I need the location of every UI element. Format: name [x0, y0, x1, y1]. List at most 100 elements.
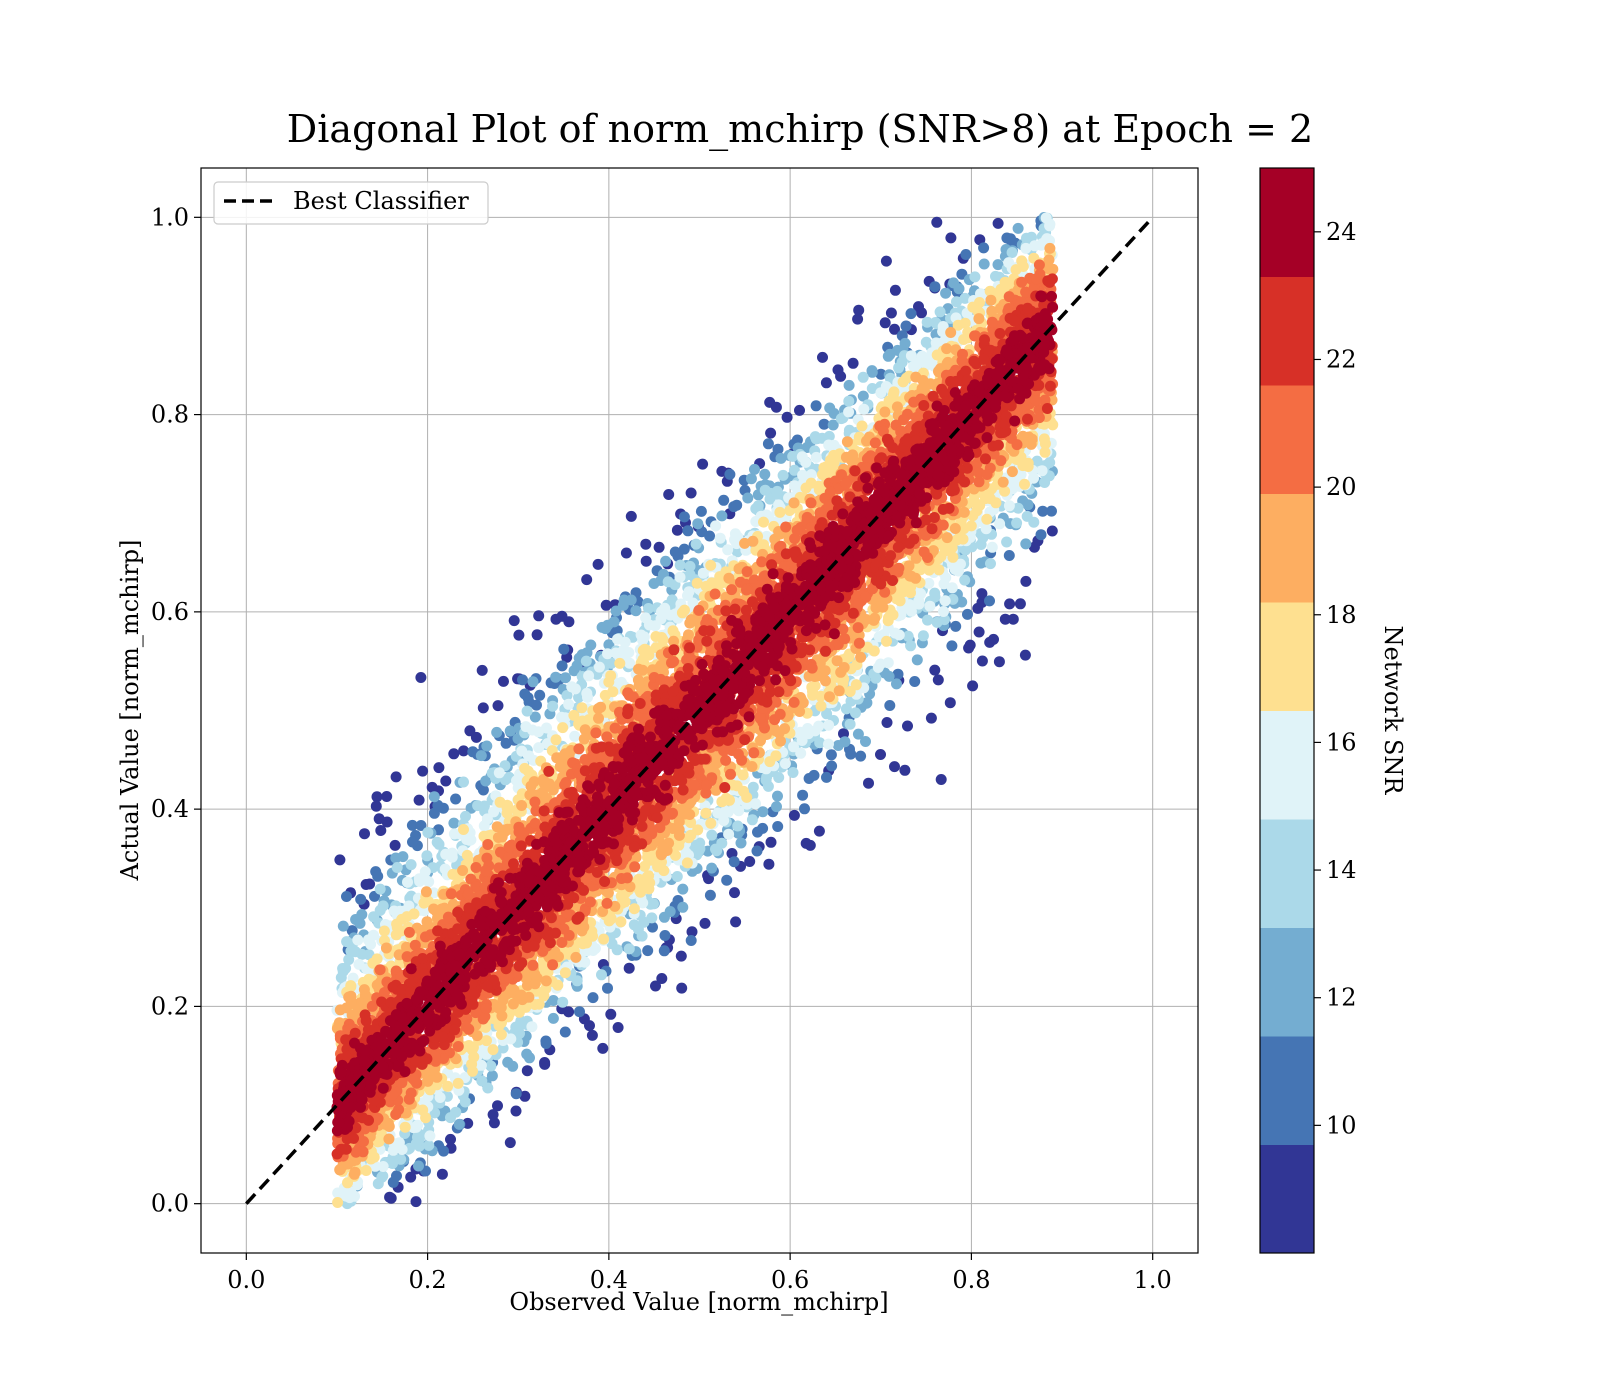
- scatter-point: [648, 578, 660, 589]
- scatter-point: [687, 597, 699, 609]
- scatter-point: [516, 745, 528, 757]
- scatter-point: [747, 781, 759, 793]
- scatter-point: [450, 1106, 462, 1118]
- scatter-point: [959, 574, 971, 586]
- scatter-point: [481, 740, 493, 752]
- scatter-point: [774, 506, 786, 518]
- scatter-point: [882, 657, 894, 669]
- scatter-point: [852, 728, 864, 740]
- scatter-point: [557, 722, 569, 734]
- scatter-point: [820, 675, 831, 687]
- scatter-point: [452, 1041, 464, 1052]
- scatter-point: [863, 777, 874, 789]
- scatter-point: [602, 648, 613, 660]
- scatter-point: [584, 896, 596, 908]
- scatter-point: [866, 383, 878, 394]
- scatter-point: [596, 969, 607, 981]
- scatter-point: [718, 494, 730, 506]
- scatter-point: [531, 629, 543, 641]
- scatter-point: [676, 982, 688, 994]
- scatter-point: [959, 317, 971, 329]
- scatter-point: [949, 564, 961, 575]
- scatter-point: [678, 543, 690, 555]
- scatter-point: [747, 535, 759, 547]
- scatter-point: [521, 1065, 533, 1077]
- scatter-point: [637, 897, 649, 909]
- scatter-point: [773, 772, 785, 783]
- scatter-point: [390, 771, 402, 783]
- scatter-point: [905, 350, 917, 362]
- scatter-point: [889, 284, 901, 296]
- scatter-point: [686, 926, 698, 938]
- scatter-point: [603, 639, 615, 651]
- scatter-point: [869, 437, 881, 449]
- scatter-point: [994, 518, 1006, 530]
- scatter-point: [840, 652, 852, 664]
- scatter-point: [417, 765, 429, 777]
- scatter-point: [1044, 220, 1056, 232]
- scatter-point: [726, 584, 738, 596]
- scatter-point: [825, 749, 837, 761]
- scatter-point: [1022, 457, 1034, 469]
- scatter-point: [390, 852, 402, 864]
- scatter-point: [378, 925, 390, 937]
- scatter-point: [343, 954, 355, 966]
- scatter-point: [601, 897, 613, 909]
- scatter-point: [494, 796, 506, 808]
- scatter-point: [916, 307, 927, 319]
- scatter-point: [556, 610, 568, 622]
- scatter-point: [354, 917, 366, 929]
- scatter-point: [334, 1004, 346, 1016]
- scatter-point: [833, 685, 845, 697]
- scatter-point: [881, 635, 892, 647]
- scatter-point: [951, 534, 963, 546]
- scatter-point: [559, 1026, 571, 1038]
- scatter-point: [593, 712, 604, 724]
- scatter-point: [823, 738, 834, 750]
- scatter-point: [838, 662, 850, 673]
- scatter-point: [821, 771, 832, 783]
- scatter-point: [377, 1161, 389, 1172]
- scatter-point: [732, 820, 744, 832]
- scatter-point: [763, 858, 775, 870]
- scatter-point: [980, 523, 992, 535]
- scatter-point: [724, 794, 735, 806]
- scatter-point: [758, 516, 769, 528]
- scatter-point: [923, 577, 935, 589]
- scatter-point: [1046, 505, 1057, 517]
- scatter-point: [772, 821, 784, 832]
- scatter-point: [468, 1051, 480, 1063]
- scatter-point: [576, 702, 588, 714]
- scatter-point: [1020, 538, 1032, 550]
- scatter-point: [516, 1019, 527, 1031]
- scatter-point: [1017, 261, 1029, 272]
- scatter-point: [516, 800, 528, 811]
- scatter-point: [843, 395, 855, 407]
- scatter-point: [815, 690, 827, 702]
- scatter-point: [519, 762, 531, 774]
- scatter-point: [700, 580, 712, 592]
- plot-area: 0.0 0.2 0.4 0.6 0.8 1.0 0.00.20.40.60.81.0: [151, 167, 1199, 1294]
- scatter-point: [701, 779, 713, 791]
- scatter-point: [574, 1006, 585, 1018]
- scatter-point: [396, 1144, 408, 1155]
- scatter-point: [556, 660, 568, 672]
- scatter-point: [855, 750, 867, 762]
- scatter-point: [513, 826, 525, 838]
- scatter-point: [800, 456, 812, 468]
- scatter-point: [944, 697, 956, 709]
- scatter-point: [1030, 273, 1042, 285]
- scatter-point: [374, 904, 386, 916]
- scatter-point: [841, 436, 853, 448]
- scatter-point: [757, 806, 769, 818]
- scatter-point: [978, 242, 990, 254]
- scatter-point: [875, 368, 887, 380]
- scatter-point: [586, 1029, 598, 1041]
- scatter-point: [371, 791, 383, 803]
- scatter-point: [487, 1044, 499, 1056]
- scatter-point: [343, 991, 355, 1003]
- scatter-point: [663, 489, 675, 500]
- scatter-point: [495, 1029, 507, 1040]
- scatter-point: [436, 1168, 448, 1180]
